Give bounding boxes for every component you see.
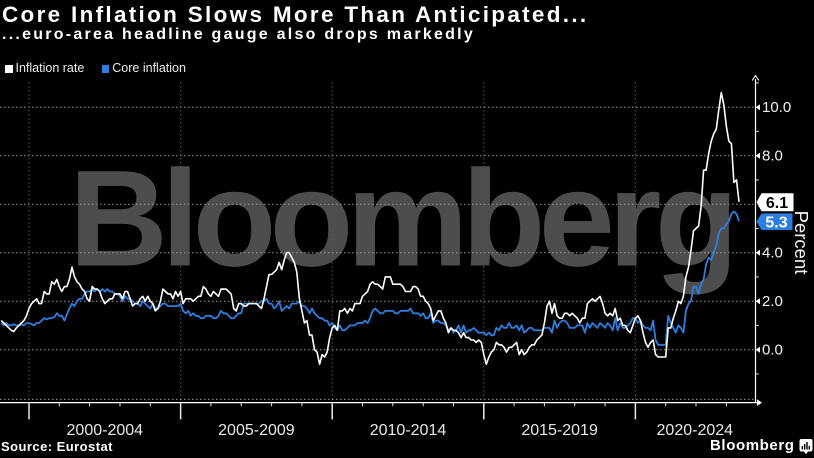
svg-text:6.1: 6.1: [766, 195, 788, 212]
svg-text:4.0: 4.0: [762, 245, 783, 262]
svg-text:2.0: 2.0: [762, 293, 783, 310]
svg-text:2015-2019: 2015-2019: [521, 422, 598, 439]
svg-text:2000-2004: 2000-2004: [67, 422, 144, 439]
svg-text:2005-2009: 2005-2009: [218, 422, 295, 439]
svg-text:8.0: 8.0: [762, 148, 783, 165]
svg-text:2020-2024: 2020-2024: [657, 422, 734, 439]
svg-text:Bloomberg: Bloomberg: [69, 143, 732, 296]
svg-text:0.0: 0.0: [762, 342, 783, 359]
svg-text:Percent: Percent: [791, 211, 812, 275]
svg-text:5.3: 5.3: [765, 215, 787, 232]
svg-text:10.0: 10.0: [762, 99, 791, 116]
svg-text:2010-2014: 2010-2014: [370, 422, 447, 439]
